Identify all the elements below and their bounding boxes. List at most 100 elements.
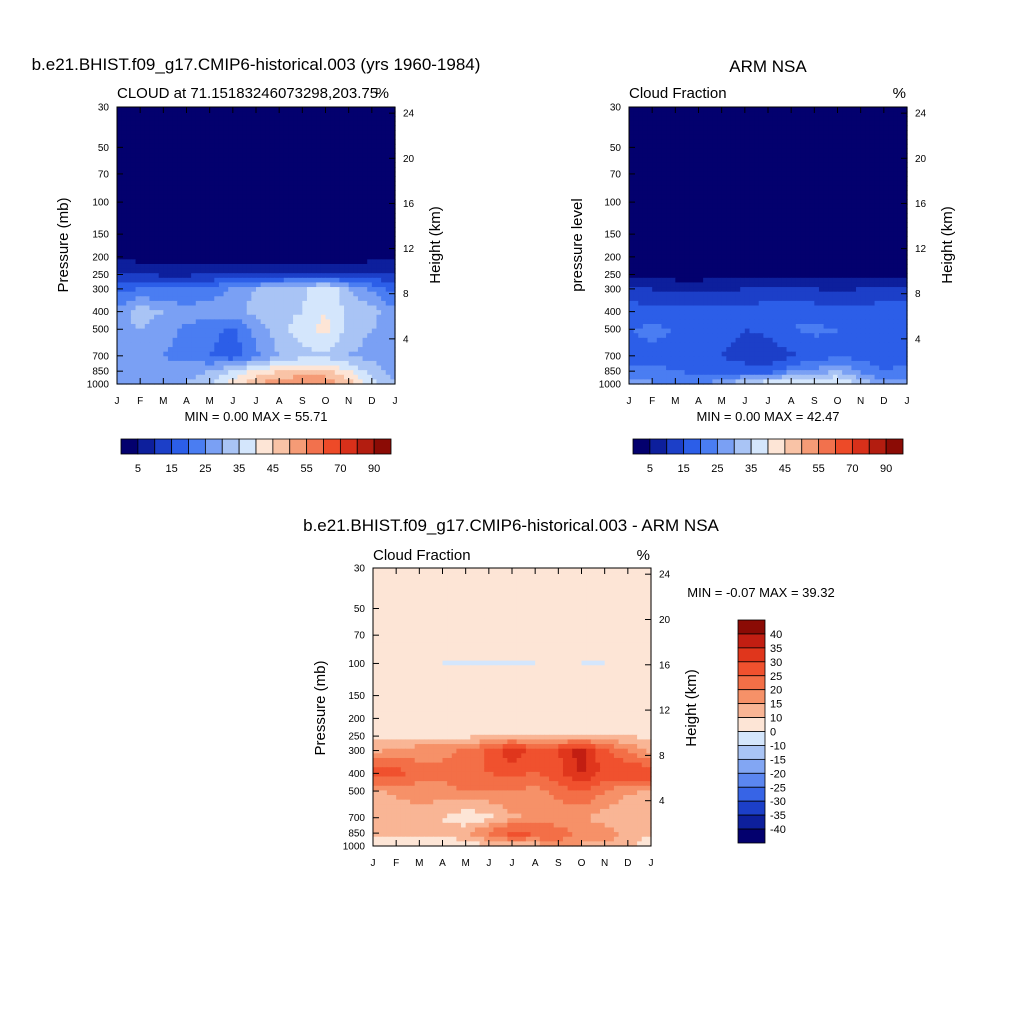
field-cell	[325, 305, 331, 311]
field-cell	[126, 111, 132, 117]
field-cell	[693, 176, 700, 182]
field-cell	[353, 337, 359, 344]
field-cell	[786, 185, 792, 191]
field-cell	[633, 139, 639, 145]
field-cell	[121, 167, 127, 173]
field-cell	[163, 180, 169, 187]
field-cell	[293, 231, 299, 237]
field-cell	[242, 365, 248, 371]
field-cell	[726, 180, 732, 187]
field-cell	[661, 167, 667, 173]
field-cell	[316, 240, 322, 247]
field-cell	[158, 379, 164, 385]
field-cell	[740, 171, 746, 177]
field-cell	[279, 153, 285, 159]
field-cell	[251, 116, 257, 122]
field-cell	[902, 171, 908, 177]
field-cell	[232, 176, 239, 182]
field-cell	[320, 134, 327, 140]
field-cell	[283, 236, 290, 242]
field-cell	[260, 254, 266, 260]
field-cell	[684, 162, 690, 168]
field-cell	[218, 323, 225, 330]
field-cell	[376, 305, 382, 311]
field-cell	[172, 291, 178, 297]
field-cell	[666, 116, 672, 122]
field-cell	[707, 143, 713, 150]
field-cell	[246, 374, 252, 380]
field-cell	[265, 157, 271, 163]
field-cell	[320, 213, 327, 219]
field-cell	[749, 143, 755, 150]
field-cell	[744, 157, 751, 163]
field-cell	[293, 171, 299, 177]
field-cell	[726, 111, 732, 117]
field-cell	[390, 148, 396, 154]
field-cell	[376, 360, 382, 367]
field-cell	[126, 143, 132, 150]
field-cell	[376, 143, 382, 150]
field-cell	[256, 365, 262, 371]
field-cell	[293, 125, 299, 131]
field-cell	[828, 199, 834, 205]
field-cell	[334, 259, 340, 265]
field-cell	[140, 236, 146, 242]
field-cell	[140, 143, 146, 150]
field-cell	[320, 342, 327, 348]
field-cell	[339, 148, 345, 154]
field-cell	[726, 107, 732, 113]
field-cell	[135, 250, 141, 256]
field-cell	[130, 208, 137, 214]
field-cell	[717, 199, 723, 205]
field-cell	[371, 250, 378, 256]
field-cell	[381, 199, 387, 205]
field-cell	[237, 310, 243, 316]
field-cell	[339, 374, 345, 380]
field-cell	[316, 328, 322, 334]
field-cell	[274, 167, 280, 173]
field-cell	[735, 116, 741, 122]
field-cell	[814, 180, 820, 187]
field-cell	[195, 310, 201, 316]
field-cell	[195, 134, 201, 140]
field-cell	[311, 337, 317, 344]
field-cell	[316, 379, 322, 385]
field-cell	[689, 107, 695, 113]
field-cell	[246, 153, 252, 159]
field-cell	[698, 111, 704, 117]
field-cell	[242, 162, 248, 168]
field-cell	[795, 162, 802, 168]
field-cell	[629, 139, 635, 145]
field-cell	[823, 190, 829, 196]
colorbar-swatch	[255, 438, 274, 455]
field-cell	[297, 236, 303, 242]
field-cell	[126, 347, 132, 353]
field-cell	[851, 157, 857, 163]
field-cell	[283, 213, 290, 219]
field-cell	[371, 323, 378, 330]
field-cell	[172, 370, 178, 376]
field-cell	[223, 139, 229, 145]
field-cell	[246, 199, 252, 205]
field-cell	[288, 365, 294, 371]
field-cell	[367, 116, 373, 122]
field-cell	[218, 263, 225, 270]
field-cell	[205, 213, 211, 219]
field-cell	[223, 125, 229, 131]
field-cell	[800, 111, 806, 117]
field-cell	[186, 162, 192, 168]
field-cell	[191, 203, 197, 210]
field-cell	[205, 116, 211, 122]
field-cell	[367, 203, 373, 210]
field-cell	[823, 148, 829, 154]
field-cell	[246, 296, 252, 302]
colorbar-label: 55	[301, 463, 313, 475]
field-cell	[172, 347, 178, 353]
field-cell	[809, 153, 815, 159]
field-cell	[154, 231, 160, 237]
field-cell	[316, 333, 322, 339]
panel-model-stats: MIN = 0.00 MAX = 55.71	[184, 409, 327, 424]
field-cell	[353, 287, 359, 293]
field-cell	[214, 374, 220, 380]
field-cell	[140, 194, 146, 200]
